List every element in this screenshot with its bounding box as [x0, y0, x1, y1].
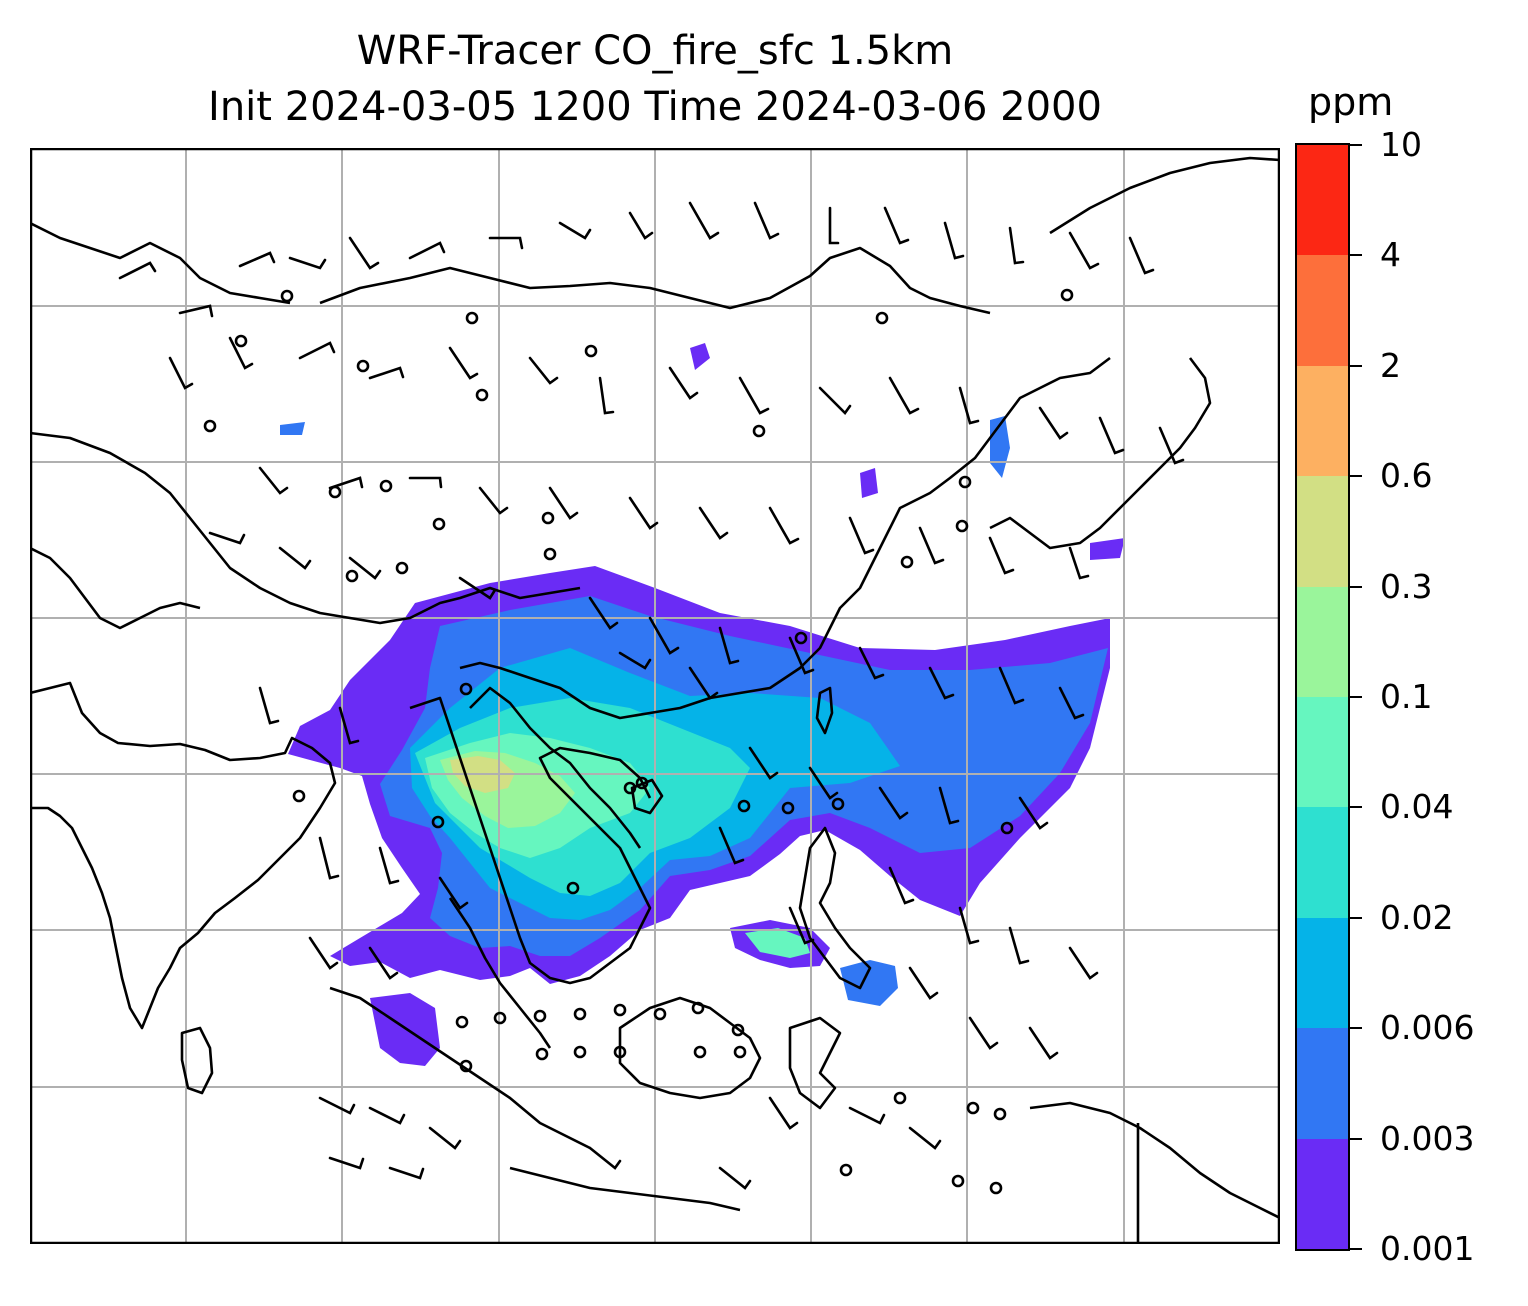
colorbar-tick-label: 0.006 [1380, 1008, 1475, 1048]
colorbar-tick-mark [1350, 475, 1362, 478]
colorbar-segment [1297, 1137, 1348, 1249]
colorbar-segment [1297, 696, 1348, 808]
wind-barbs [118, 201, 1185, 1190]
colorbar-tick-mark [1350, 696, 1362, 698]
borneo [618, 996, 762, 1100]
colorbar-tick-label: 2 [1380, 345, 1401, 385]
mongolia-border [319, 246, 991, 315]
himalaya-border [30, 431, 581, 625]
colorbar-tick-label: 0.02 [1380, 897, 1454, 937]
hainan [630, 778, 664, 815]
colorbar-tick-mark [1350, 364, 1362, 367]
plume-north-1 [690, 343, 710, 370]
russia-coast [1049, 156, 1280, 235]
malay-peninsula [448, 897, 552, 1049]
philippines [798, 826, 872, 990]
colorbar-segment [1297, 1027, 1348, 1139]
colorbar-tick-mark [1350, 916, 1362, 919]
colorbar-segment [1297, 916, 1348, 1029]
afghanistan-pakistan [30, 546, 201, 630]
colorbar-tick-mark [1350, 1027, 1362, 1030]
map-title-line-1: WRF-Tracer CO_fire_sfc 1.5km [356, 28, 954, 74]
coastlines-borders [30, 156, 1280, 1244]
taiwan [815, 686, 834, 735]
colorbar-tick-label: 0.3 [1380, 566, 1433, 606]
colorbar-segment [1297, 585, 1348, 697]
colorbar-tick-mark [1350, 585, 1362, 588]
plume-east-coast [1090, 538, 1125, 560]
plume-north-4 [280, 422, 305, 435]
calm-wind-markers [203, 288, 1074, 1195]
plume-north-3 [860, 468, 878, 498]
korea-japan [989, 357, 1212, 550]
sri-lanka [180, 1026, 214, 1095]
colorbar-segment [1297, 475, 1348, 587]
colorbar-tick-label: 4 [1380, 235, 1401, 275]
colorbar-tick-label: 10 [1380, 125, 1422, 164]
colorbar-tick-mark [1350, 144, 1362, 146]
colorbar-segment [1297, 364, 1348, 477]
colorbar-tick-mark [1350, 1137, 1362, 1140]
sumatra [329, 986, 591, 1150]
colorbar-tick-label: 0.04 [1380, 787, 1454, 827]
map-panel [30, 148, 1280, 1244]
colorbar-tick-mark [1350, 1248, 1362, 1250]
sulawesi [788, 1016, 842, 1110]
central-asia [30, 221, 291, 305]
colorbar-segment [1297, 254, 1348, 366]
java [509, 1166, 741, 1212]
colorbar [1295, 143, 1350, 1251]
india-coastline [30, 681, 337, 1030]
thailand-border [469, 686, 642, 849]
colorbar-unit-label: ppm [1308, 80, 1394, 124]
plume-philippines-core [745, 928, 810, 958]
china-south-boundary [459, 356, 1111, 720]
colorbar-tick-label: 0.003 [1380, 1118, 1475, 1158]
indochina-outline [409, 696, 652, 985]
colorbar-tick-label: 0.6 [1380, 456, 1433, 496]
colorbar-tick-label: 0.001 [1380, 1229, 1475, 1268]
colorbar-tick-label: 0.1 [1380, 677, 1433, 716]
colorbar-tick-mark [1350, 806, 1362, 809]
colorbar-tick-mark [1350, 254, 1362, 257]
new-guinea [1029, 1101, 1280, 1220]
plume-mindanao [840, 960, 898, 1006]
map-title-line-2: Init 2024-03-05 1200 Time 2024-03-06 200… [208, 84, 1102, 130]
colorbar-segment [1297, 806, 1348, 918]
colorbar-segment [1297, 145, 1348, 256]
